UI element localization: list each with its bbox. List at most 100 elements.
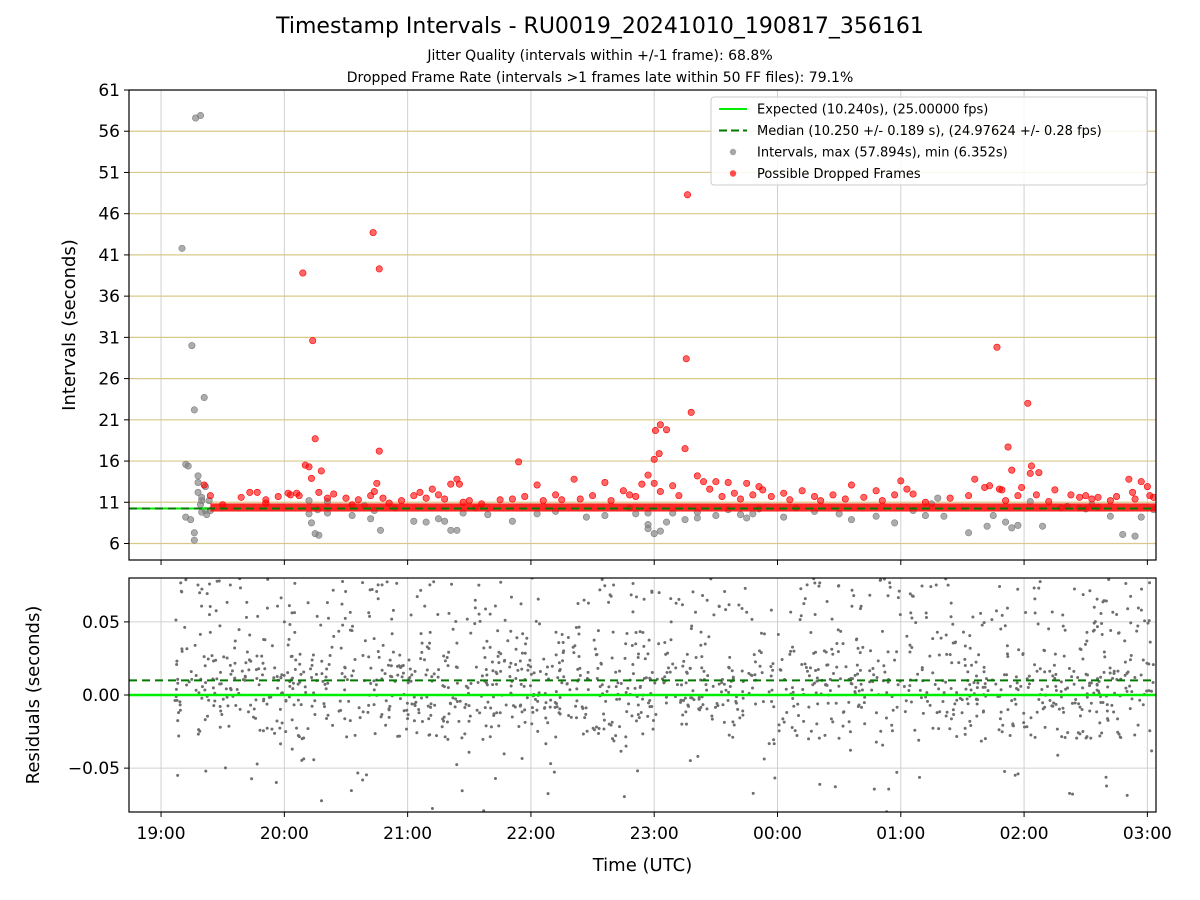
residual-point xyxy=(1125,689,1129,693)
residual-point xyxy=(553,705,557,709)
residual-point xyxy=(1041,701,1045,705)
residual-point xyxy=(310,676,314,680)
residual-point xyxy=(272,676,276,680)
residual-point xyxy=(313,712,317,716)
residual-point xyxy=(497,724,501,728)
residual-point xyxy=(895,650,899,654)
residual-point xyxy=(979,611,983,615)
residual-point xyxy=(596,666,600,670)
residual-point xyxy=(549,762,553,766)
residual-point xyxy=(210,654,214,658)
residual-point xyxy=(963,644,967,648)
dropped-frame-point xyxy=(1018,483,1026,491)
residual-point xyxy=(1129,594,1133,598)
residual-point xyxy=(390,617,394,621)
residual-point xyxy=(1054,688,1058,692)
residual-point xyxy=(1105,709,1109,713)
residual-point xyxy=(368,588,372,592)
residual-point xyxy=(1098,721,1102,725)
interval-point xyxy=(305,510,313,518)
interval-point xyxy=(681,516,689,524)
residual-point xyxy=(464,684,468,688)
dropped-frame-point xyxy=(638,480,646,488)
interval-point xyxy=(1137,513,1145,521)
residual-point xyxy=(1078,705,1082,709)
residual-point xyxy=(1071,792,1075,796)
residual-point xyxy=(679,698,683,702)
residual-point xyxy=(1070,675,1074,679)
chart-subtitle-dropped: Dropped Frame Rate (intervals >1 frames … xyxy=(346,70,854,86)
legend-label: Intervals, max (57.894s), min (6.352s) xyxy=(757,146,1008,161)
chart-title: Timestamp Intervals - RU0019_20241010_19… xyxy=(276,14,924,39)
residual-point xyxy=(872,787,876,791)
dropped-frame-point xyxy=(650,455,658,463)
residual-point xyxy=(711,684,715,688)
residual-point xyxy=(1111,610,1115,614)
residual-point xyxy=(348,610,352,614)
interval-point xyxy=(200,394,208,402)
residual-point xyxy=(895,770,899,774)
residual-point xyxy=(1088,589,1092,593)
residual-point xyxy=(350,629,354,633)
residual-point xyxy=(558,712,562,716)
residual-point xyxy=(419,657,423,661)
dropped-frame-point xyxy=(681,445,689,453)
residual-point xyxy=(1056,753,1060,757)
residual-point xyxy=(349,789,353,793)
interval-point xyxy=(934,494,942,502)
residual-point xyxy=(337,629,341,633)
residual-point xyxy=(326,713,330,717)
residual-point xyxy=(669,620,673,624)
residual-point xyxy=(1125,793,1129,797)
residual-point xyxy=(924,611,928,615)
residual-point xyxy=(728,685,732,689)
residual-point xyxy=(566,635,570,639)
residual-point xyxy=(1033,663,1037,667)
dropped-frame-point xyxy=(684,191,692,199)
residual-point xyxy=(648,705,652,709)
residual-point xyxy=(1117,631,1121,635)
residual-point xyxy=(325,601,329,605)
residual-point xyxy=(535,708,539,712)
residual-point xyxy=(944,680,948,684)
residual-point xyxy=(800,663,804,667)
residual-point xyxy=(683,696,687,700)
top-ytick-label: 26 xyxy=(98,370,120,390)
residual-point xyxy=(467,719,471,723)
residual-point xyxy=(233,646,237,650)
residual-point xyxy=(478,711,482,715)
residual-point xyxy=(376,597,380,601)
xtick-label: 23:00 xyxy=(630,824,679,844)
residual-point xyxy=(375,590,379,594)
residual-point xyxy=(556,676,560,680)
residual-point xyxy=(928,703,932,707)
residual-point xyxy=(652,718,656,722)
dropped-frame-point xyxy=(743,479,751,487)
residual-point xyxy=(279,596,283,600)
residual-point xyxy=(782,720,786,724)
dropped-frame-point xyxy=(700,478,708,486)
residual-point xyxy=(1089,681,1093,685)
residual-point xyxy=(721,703,725,707)
residual-point xyxy=(447,650,451,654)
residual-point xyxy=(538,669,542,673)
residual-point xyxy=(674,601,678,605)
residual-point xyxy=(815,679,819,683)
residual-point xyxy=(219,709,223,713)
residual-point xyxy=(908,684,912,688)
interval-point xyxy=(453,526,461,534)
residual-point xyxy=(788,652,792,656)
residual-point xyxy=(790,726,794,730)
residual-point xyxy=(682,659,686,663)
residual-point xyxy=(953,702,957,706)
residual-point xyxy=(300,758,304,762)
residual-point xyxy=(293,630,297,634)
residual-point xyxy=(880,629,884,633)
residual-point xyxy=(255,676,259,680)
residual-point xyxy=(340,672,344,676)
residual-point xyxy=(1005,673,1009,677)
residual-point xyxy=(203,718,207,722)
residual-point xyxy=(968,634,972,638)
residual-point xyxy=(603,584,607,588)
residual-point xyxy=(1013,773,1017,777)
